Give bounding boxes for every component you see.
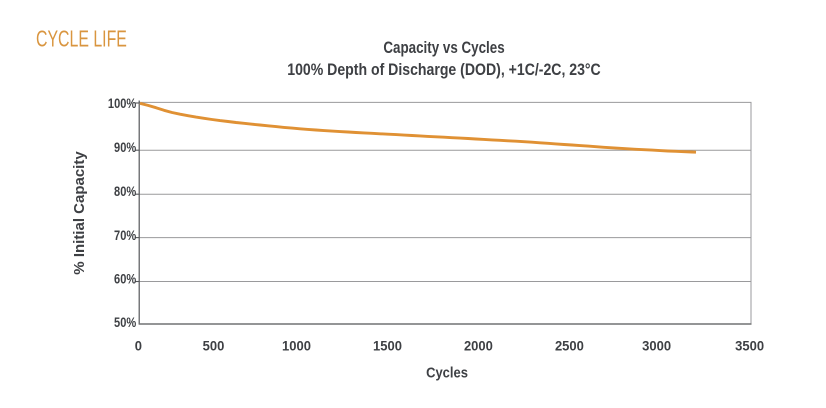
svg-text:60%: 60% [114,271,136,286]
svg-text:500: 500 [203,338,225,354]
svg-text:Capacity vs Cycles: Capacity vs Cycles [383,39,504,58]
svg-text:3500: 3500 [735,338,764,354]
svg-text:100% Depth of Discharge (DOD),: 100% Depth of Discharge (DOD), +1C/-2C, … [287,61,600,79]
svg-text:2000: 2000 [464,338,493,354]
svg-text:3000: 3000 [642,338,671,354]
svg-text:70%: 70% [114,228,136,243]
svg-text:Cycles: Cycles [426,364,468,381]
svg-text:90%: 90% [114,140,136,155]
svg-text:100%: 100% [108,96,136,111]
svg-text:2500: 2500 [555,338,584,354]
svg-text:1500: 1500 [373,338,402,354]
svg-text:CYCLE LIFE: CYCLE LIFE [36,27,127,53]
svg-text:1000: 1000 [282,338,311,354]
svg-text:% Initial Capacity: % Initial Capacity [71,151,88,275]
svg-text:0: 0 [135,338,142,354]
svg-text:80%: 80% [114,184,136,199]
svg-text:50%: 50% [114,315,136,330]
